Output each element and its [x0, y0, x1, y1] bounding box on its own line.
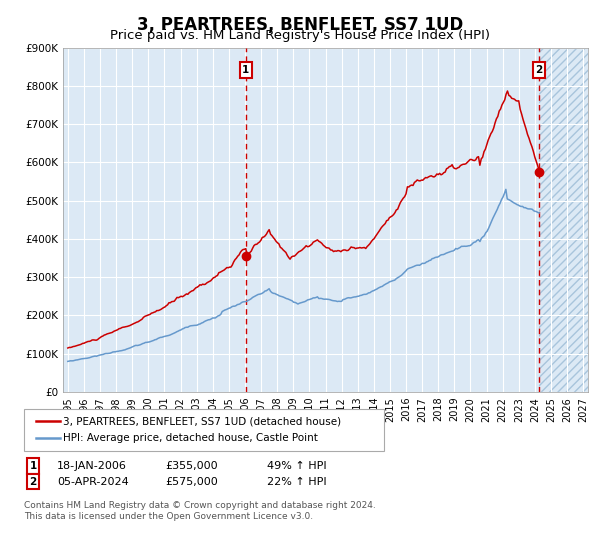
- Text: Contains HM Land Registry data © Crown copyright and database right 2024.
This d: Contains HM Land Registry data © Crown c…: [24, 501, 376, 521]
- Text: 3, PEARTREES, BENFLEET, SS7 1UD: 3, PEARTREES, BENFLEET, SS7 1UD: [137, 16, 463, 34]
- Text: 05-APR-2024: 05-APR-2024: [57, 477, 129, 487]
- Bar: [539, 48, 588, 392]
- Text: 3, PEARTREES, BENFLEET, SS7 1UD (detached house): 3, PEARTREES, BENFLEET, SS7 1UD (detache…: [63, 416, 341, 426]
- Text: HPI: Average price, detached house, Castle Point: HPI: Average price, detached house, Cast…: [63, 433, 318, 443]
- Text: £575,000: £575,000: [165, 477, 218, 487]
- Text: 2: 2: [536, 65, 543, 75]
- Text: £355,000: £355,000: [165, 461, 218, 471]
- Text: Price paid vs. HM Land Registry's House Price Index (HPI): Price paid vs. HM Land Registry's House …: [110, 29, 490, 42]
- Text: 1: 1: [242, 65, 250, 75]
- Text: 1: 1: [29, 461, 37, 471]
- Text: 2: 2: [29, 477, 37, 487]
- Text: 49% ↑ HPI: 49% ↑ HPI: [267, 461, 326, 471]
- Text: 22% ↑ HPI: 22% ↑ HPI: [267, 477, 326, 487]
- Text: 18-JAN-2006: 18-JAN-2006: [57, 461, 127, 471]
